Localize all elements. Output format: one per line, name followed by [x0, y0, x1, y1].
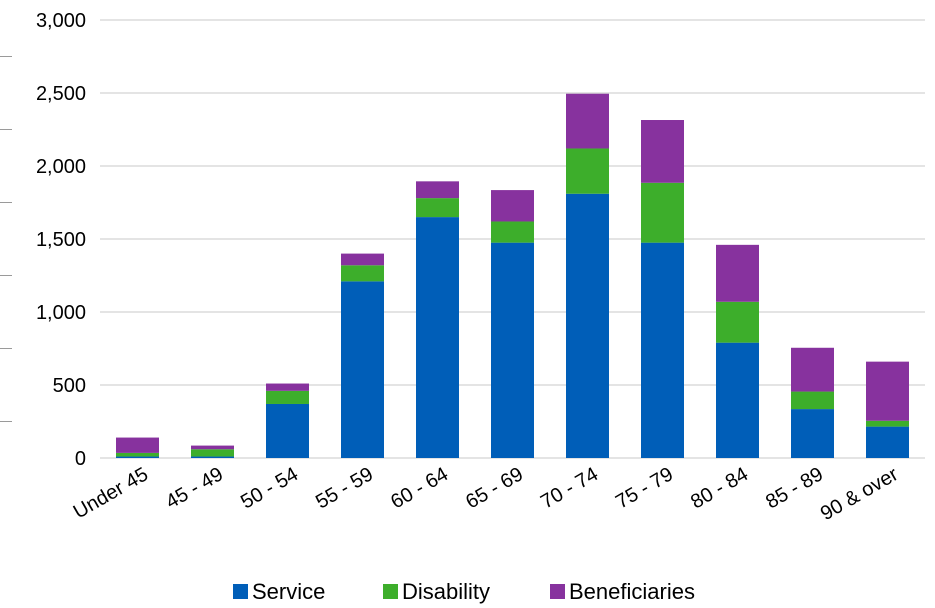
- bar-disability-9: [791, 391, 834, 410]
- bar-beneficiaries-2: [266, 383, 309, 391]
- x-tick-label: 65 - 69: [462, 463, 527, 513]
- bar-service-10: [866, 426, 909, 458]
- x-axis: Under 45 45 - 49 50 - 54 55 - 59 60 - 64 65 -…: [70, 463, 903, 525]
- y-tick-label: 3,000: [36, 10, 86, 32]
- bar-beneficiaries-10: [866, 361, 909, 421]
- y-tick-label: 1,500: [36, 229, 86, 251]
- bar-disability-1: [191, 449, 234, 457]
- bar-disability-3: [341, 265, 384, 282]
- bar-beneficiaries-6: [566, 93, 609, 149]
- bar-beneficiaries-0: [116, 437, 159, 453]
- bar-disability-6: [566, 148, 609, 194]
- bar-service-7: [641, 242, 684, 458]
- legend-label-beneficiaries: Beneficiaries: [569, 579, 695, 604]
- legend-label-service: Service: [252, 579, 325, 604]
- bar-beneficiaries-7: [641, 120, 684, 183]
- bar-service-1: [191, 456, 234, 458]
- bar-service-9: [791, 409, 834, 458]
- bar-disability-4: [416, 198, 459, 218]
- bar-service-8: [716, 342, 759, 458]
- bar-service-5: [491, 242, 534, 458]
- x-tick-label: 70 - 74: [537, 463, 602, 513]
- bar-beneficiaries-3: [341, 253, 384, 266]
- bars: [116, 93, 909, 459]
- x-tick-label: 80 - 84: [687, 463, 752, 513]
- y-tick-label: 2,000: [36, 156, 86, 178]
- legend: Service Disability Beneficiaries: [233, 579, 695, 604]
- bar-beneficiaries-8: [716, 244, 759, 302]
- legend-label-disability: Disability: [402, 579, 490, 604]
- bar-disability-5: [491, 221, 534, 243]
- x-tick-label: 45 - 49: [162, 463, 227, 513]
- legend-swatch-beneficiaries: [550, 584, 565, 599]
- bar-service-2: [266, 403, 309, 458]
- bar-service-4: [416, 217, 459, 458]
- bar-service-0: [116, 456, 159, 458]
- y-tick-label: 500: [53, 375, 86, 397]
- bar-disability-2: [266, 390, 309, 404]
- bar-beneficiaries-5: [491, 190, 534, 222]
- bar-beneficiaries-9: [791, 347, 834, 392]
- y-axis: 0 500 1,000 1,500 2,000 2,500 3,000: [0, 10, 86, 470]
- bar-beneficiaries-4: [416, 181, 459, 199]
- bar-service-3: [341, 281, 384, 458]
- x-tick-label: 50 - 54: [237, 463, 302, 513]
- legend-swatch-service: [233, 584, 248, 599]
- legend-swatch-disability: [383, 584, 398, 599]
- y-tick-label: 1,000: [36, 302, 86, 324]
- bar-disability-10: [866, 420, 909, 427]
- bar-beneficiaries-1: [191, 445, 234, 450]
- x-tick-label: 60 - 64: [387, 463, 452, 513]
- y-tick-label: 2,500: [36, 83, 86, 105]
- x-tick-label: 90 & over: [817, 463, 902, 525]
- bar-disability-0: [116, 452, 159, 457]
- bar-service-6: [566, 193, 609, 459]
- bar-disability-7: [641, 182, 684, 243]
- x-tick-label: Under 45: [70, 463, 152, 523]
- x-tick-label: 75 - 79: [612, 463, 677, 513]
- x-tick-label: 55 - 59: [312, 463, 377, 513]
- y-tick-label: 0: [75, 448, 86, 470]
- bar-disability-8: [716, 301, 759, 343]
